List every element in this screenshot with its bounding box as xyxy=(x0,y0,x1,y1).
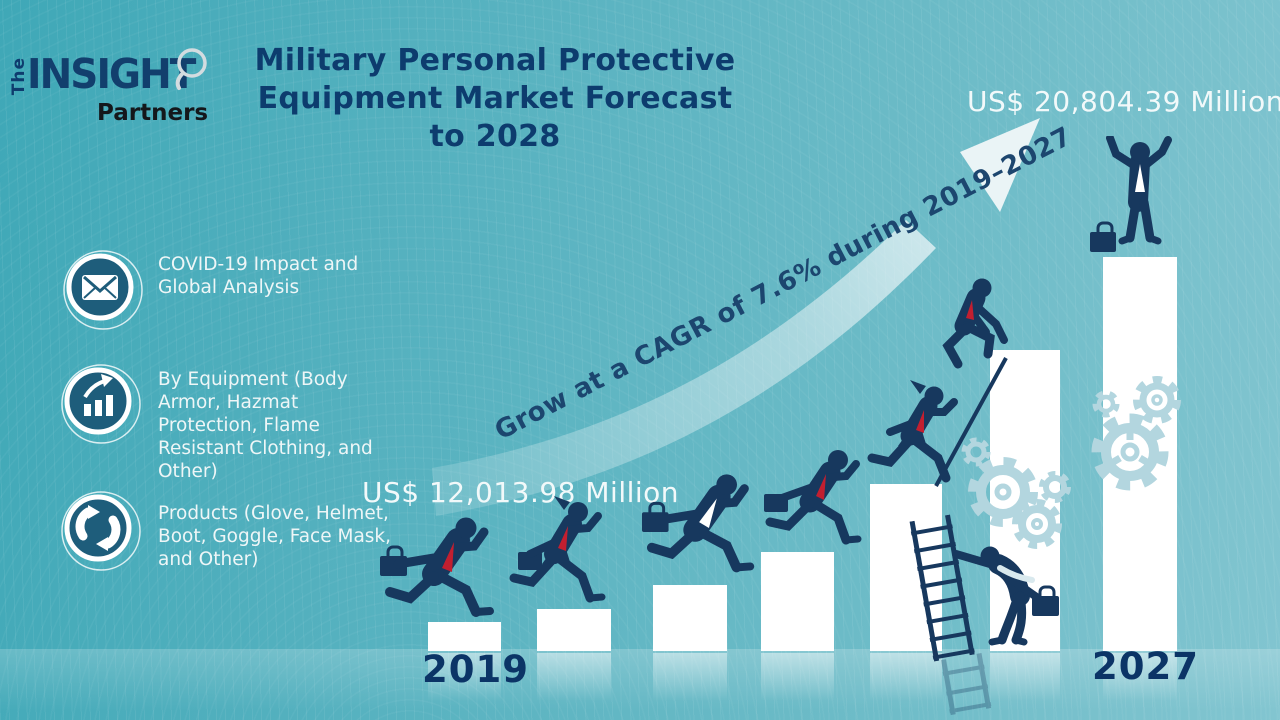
bar-reflection xyxy=(990,653,1060,701)
logo-the: The xyxy=(9,57,29,96)
bar xyxy=(870,484,942,651)
floor-reflection xyxy=(0,649,1280,720)
bar xyxy=(537,609,611,651)
page-title: Military Personal Protective Equipment M… xyxy=(203,42,787,156)
bar-reflection xyxy=(1103,653,1177,701)
bar-reflection xyxy=(870,653,942,701)
bar xyxy=(990,350,1060,651)
title-line-2: Equipment Market Forecast xyxy=(257,81,733,116)
bar-reflection xyxy=(537,653,611,701)
bar-2019 xyxy=(428,622,501,651)
value-2019-label: US$ 12,013.98 Million xyxy=(362,476,680,509)
growth-chart-icon xyxy=(61,364,141,444)
feature-covid: COVID-19 Impact and Global Analysis xyxy=(158,254,359,298)
title-line-3: to 2028 xyxy=(429,119,561,154)
envelope-icon xyxy=(63,250,143,330)
year-start-label: 2019 xyxy=(422,648,529,691)
title-line-1: Military Personal Protective xyxy=(254,43,736,78)
cagr-annotation: Grow at a CAGR of 7.6% during 2019–2027 xyxy=(490,121,1077,447)
feature-equipment: By Equipment (Body Armor, Hazmat Protect… xyxy=(158,369,373,482)
businesswoman-running-2-illustration xyxy=(867,380,958,483)
value-2027-label: US$ 20,804.39 Million xyxy=(967,85,1280,118)
businesswoman-running-illustration xyxy=(509,496,606,603)
logo-insight: INSIGHT xyxy=(27,50,196,98)
bar-reflection xyxy=(761,653,834,701)
logo-partners: Partners xyxy=(97,100,209,126)
year-end-label: 2027 xyxy=(1092,645,1199,688)
sync-arrows-icon xyxy=(61,491,141,571)
feature-products: Products (Glove, Helmet, Boot, Goggle, F… xyxy=(158,503,392,570)
bar-reflection xyxy=(428,653,501,701)
bar-2027 xyxy=(1103,257,1177,651)
bar xyxy=(653,585,727,651)
businessman-running-illustration xyxy=(380,517,494,617)
businessman-running-2-illustration xyxy=(764,450,862,545)
bar xyxy=(761,552,834,651)
bar-reflection xyxy=(653,653,727,701)
businessman-celebrating-illustration xyxy=(1090,136,1172,252)
